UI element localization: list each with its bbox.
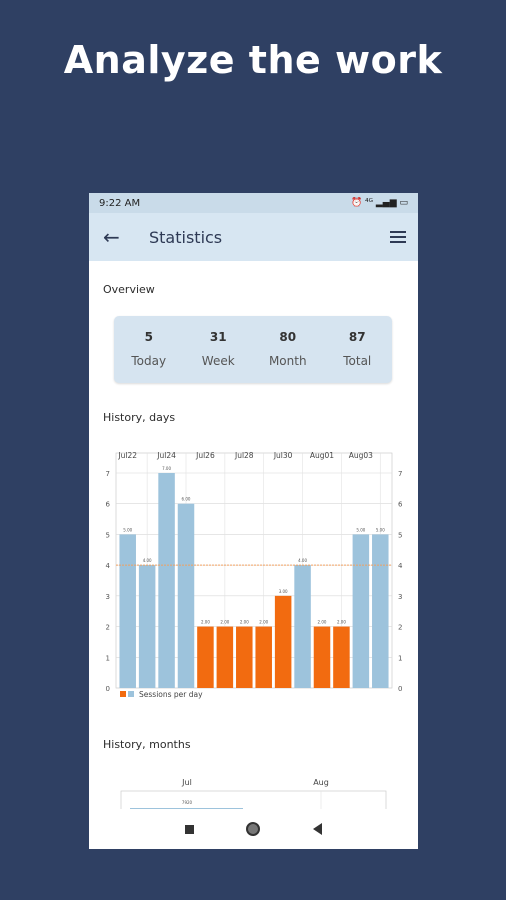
y-tick-label-right: 7 bbox=[398, 470, 402, 478]
history-days-label: History, days bbox=[103, 411, 176, 424]
y-tick-label-left: 5 bbox=[106, 531, 110, 539]
overview-value: 5 bbox=[144, 330, 153, 344]
y-tick-label-left: 7 bbox=[106, 470, 110, 478]
overview-label-text: Today bbox=[131, 354, 167, 368]
bar bbox=[158, 473, 175, 688]
overview-total: 87 Total bbox=[323, 316, 393, 383]
y-tick-label-right: 3 bbox=[398, 593, 402, 601]
nav-back-icon[interactable] bbox=[312, 823, 322, 835]
list-menu-icon[interactable] bbox=[390, 231, 406, 243]
overview-label-text: Week bbox=[201, 354, 235, 368]
overview-value: 31 bbox=[209, 330, 227, 344]
bar-value-label: 2.00 bbox=[240, 620, 249, 625]
app-bar: ← Statistics bbox=[89, 213, 418, 261]
headline: Analyze the work bbox=[63, 38, 443, 82]
overview-label-text: Month bbox=[268, 354, 307, 368]
y-tick-label-left: 1 bbox=[106, 654, 110, 662]
x-tick-label: Jul22 bbox=[117, 451, 137, 460]
y-tick-label-right: 4 bbox=[398, 562, 403, 570]
overview-label: Overview bbox=[103, 283, 155, 296]
y-tick-label-left: 4 bbox=[106, 562, 111, 570]
bar-value-label: 7.00 bbox=[162, 466, 171, 471]
bar bbox=[197, 626, 214, 688]
history-days-chart: 0 0 1 1 2 2 3 3 4 4 5 5 6 6 7 7 Jul22 Jul24 Jul26 Jul28 Jul3… bbox=[106, 451, 403, 699]
y-tick-label-right: 1 bbox=[398, 654, 402, 662]
overview-card: 5 Today 31 Week 80 Month 87 Total bbox=[114, 316, 392, 383]
bar-value-label: 2.00 bbox=[259, 620, 268, 625]
legend-swatch-blue bbox=[128, 691, 134, 697]
bar bbox=[333, 626, 350, 688]
navigation-bar bbox=[89, 809, 418, 849]
bar bbox=[255, 626, 272, 688]
overview-today: 5 Today bbox=[114, 316, 184, 383]
recent-apps-icon[interactable] bbox=[185, 824, 195, 834]
bar-value-label: 4.00 bbox=[298, 558, 307, 563]
x-tick-label: Jul30 bbox=[273, 451, 293, 460]
home-icon[interactable] bbox=[246, 822, 261, 836]
bar bbox=[177, 503, 195, 688]
x-tick-label: Jul24 bbox=[156, 451, 176, 460]
bar bbox=[236, 626, 253, 688]
x-tick-label: Jul28 bbox=[234, 451, 254, 460]
overview-week: 31 Week bbox=[184, 316, 254, 383]
legend-label: Sessions per day bbox=[139, 690, 203, 699]
status-bar: 9:22 AM ⏰ ⁴ᴳ ▂▄▆ ▭ bbox=[89, 193, 418, 213]
legend-swatch-orange bbox=[120, 691, 126, 697]
bar bbox=[138, 565, 156, 688]
history-months-chart: Jul Aug 7920 bbox=[120, 778, 387, 813]
y-tick-label-right: 5 bbox=[398, 531, 402, 539]
bar-value-label: 2.00 bbox=[318, 620, 327, 625]
y-tick-label-left: 2 bbox=[106, 624, 110, 632]
y-tick-label-left: 0 bbox=[106, 685, 110, 693]
chart-frame bbox=[115, 452, 393, 689]
y-tick-label-right: 2 bbox=[398, 624, 402, 632]
bar-value-label: 3.00 bbox=[279, 589, 288, 594]
bar bbox=[313, 626, 331, 688]
bar bbox=[274, 595, 292, 688]
history-months-label: History, months bbox=[103, 738, 191, 751]
bar bbox=[216, 626, 234, 688]
x-tick-label: Aug bbox=[313, 778, 329, 787]
bar-value-label: 2.00 bbox=[337, 620, 346, 625]
bar bbox=[294, 565, 311, 688]
chart-frame bbox=[120, 790, 387, 813]
bar-value-label: 6.00 bbox=[182, 497, 191, 502]
x-tick-label: Jul26 bbox=[195, 451, 215, 460]
bar bbox=[352, 534, 370, 688]
y-tick-label-left: 6 bbox=[106, 501, 111, 509]
y-tick-label-right: 0 bbox=[398, 685, 402, 693]
overview-month: 80 Month bbox=[253, 316, 323, 383]
bar-value-label: 5.00 bbox=[356, 527, 365, 532]
bar-value-label: 2.00 bbox=[201, 620, 210, 625]
y-tick-label-left: 3 bbox=[106, 593, 110, 601]
overview-value: 80 bbox=[279, 330, 297, 344]
back-arrow-icon[interactable]: ← bbox=[103, 225, 120, 249]
bar-value-label: 2.00 bbox=[220, 620, 229, 625]
bar-value-label: 5.00 bbox=[123, 527, 132, 532]
overview-label-text: Total bbox=[343, 354, 372, 368]
phone-screen: 9:22 AM ⏰ ⁴ᴳ ▂▄▆ ▭ ← Statistics Overview… bbox=[89, 193, 418, 849]
x-tick-label: Aug03 bbox=[349, 451, 373, 460]
y-tick-label-right: 6 bbox=[398, 501, 403, 509]
x-tick-label: Aug01 bbox=[310, 451, 334, 460]
status-time: 9:22 AM bbox=[99, 197, 141, 209]
page-title: Statistics bbox=[149, 227, 223, 247]
bar-value-label: 7920 bbox=[182, 800, 193, 805]
status-icons: ⏰ ⁴ᴳ ▂▄▆ ▭ bbox=[350, 198, 408, 208]
overview-value: 87 bbox=[348, 330, 366, 344]
bar bbox=[372, 534, 389, 688]
x-tick-label: Jul bbox=[181, 778, 192, 787]
bar-value-label: 4.00 bbox=[143, 558, 152, 563]
bar bbox=[119, 534, 136, 688]
bar-value-label: 5.00 bbox=[376, 527, 385, 532]
